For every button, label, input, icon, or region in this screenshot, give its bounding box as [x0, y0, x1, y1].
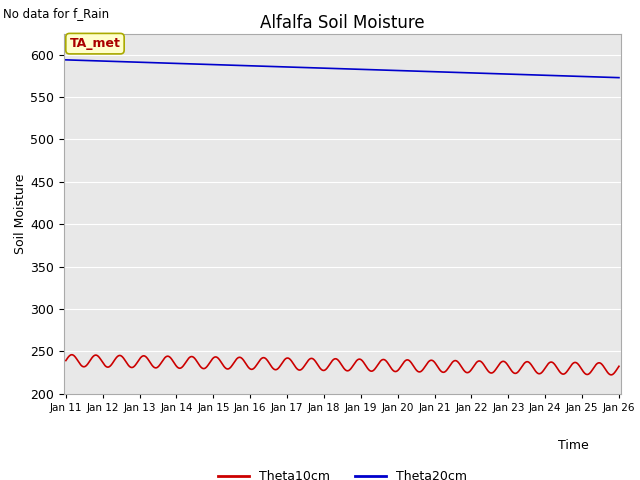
Text: TA_met: TA_met [70, 37, 120, 50]
Y-axis label: Soil Moisture: Soil Moisture [15, 173, 28, 254]
Title: Alfalfa Soil Moisture: Alfalfa Soil Moisture [260, 14, 425, 32]
Legend: Theta10cm, Theta20cm: Theta10cm, Theta20cm [212, 465, 472, 480]
Text: No data for f_Rain: No data for f_Rain [3, 7, 109, 20]
Text: Time: Time [558, 439, 589, 452]
